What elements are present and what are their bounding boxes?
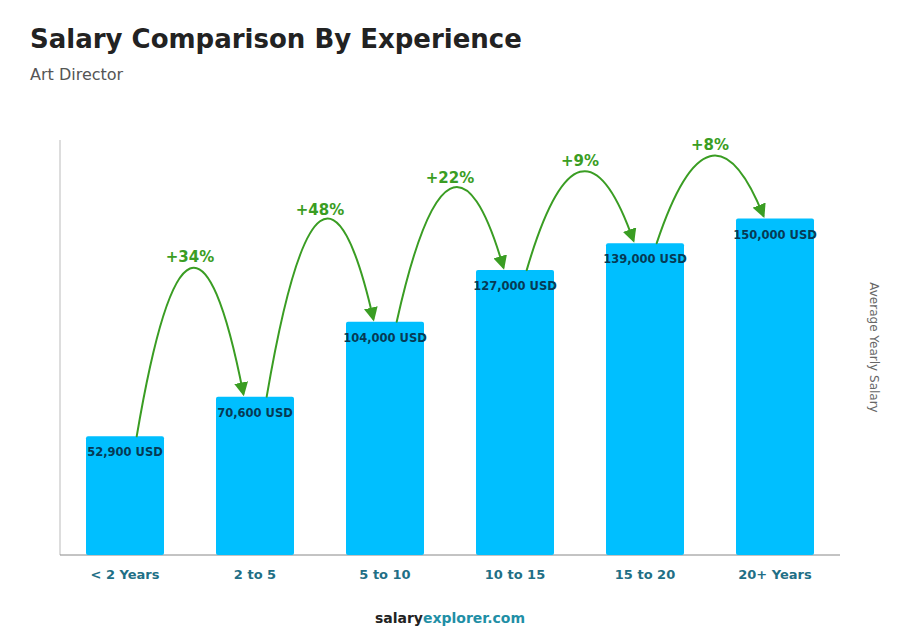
pct-change-label: +8% [691, 136, 729, 154]
chart-container: Salary Comparison By Experience Art Direc… [0, 0, 900, 641]
pct-change-label: +34% [166, 248, 214, 266]
data-label: 127,000 USD [473, 279, 557, 293]
x-tick-label: 15 to 20 [615, 567, 675, 582]
x-tick-label: 10 to 15 [485, 567, 545, 582]
title: Salary Comparison By Experience [30, 24, 522, 54]
data-label: 150,000 USD [733, 228, 817, 242]
y-axis-line [60, 140, 61, 555]
footer-part: explorer.com [423, 610, 525, 626]
bar [736, 219, 814, 555]
footer-part: salary [375, 610, 423, 626]
data-label: 104,000 USD [343, 331, 427, 345]
x-axis-line [60, 555, 840, 556]
chart-svg: Salary Comparison By Experience Art Direc… [0, 0, 900, 641]
data-label: 70,600 USD [217, 406, 293, 420]
pct-change-label: +22% [426, 169, 474, 187]
change-arrow [267, 218, 374, 396]
x-tick-label: 5 to 10 [359, 567, 410, 582]
bars [86, 219, 814, 555]
change-arrow [397, 187, 504, 322]
bar [606, 243, 684, 555]
pct-change-label: +48% [296, 201, 344, 219]
bar [476, 270, 554, 555]
data-label: 139,000 USD [603, 252, 687, 266]
x-tick-label: 20+ Years [738, 567, 812, 582]
bar [216, 397, 294, 555]
change-arrows [137, 156, 764, 437]
x-tick-label: < 2 Years [91, 567, 160, 582]
y-axis-label: Average Yearly Salary [867, 282, 881, 412]
bar [86, 436, 164, 555]
bar [346, 322, 424, 555]
pct-change-label: +9% [561, 152, 599, 170]
subtitle: Art Director [30, 65, 124, 84]
data-label: 52,900 USD [87, 445, 163, 459]
x-tick-label: 2 to 5 [234, 567, 276, 582]
footer: salaryexplorer.com [375, 610, 525, 626]
